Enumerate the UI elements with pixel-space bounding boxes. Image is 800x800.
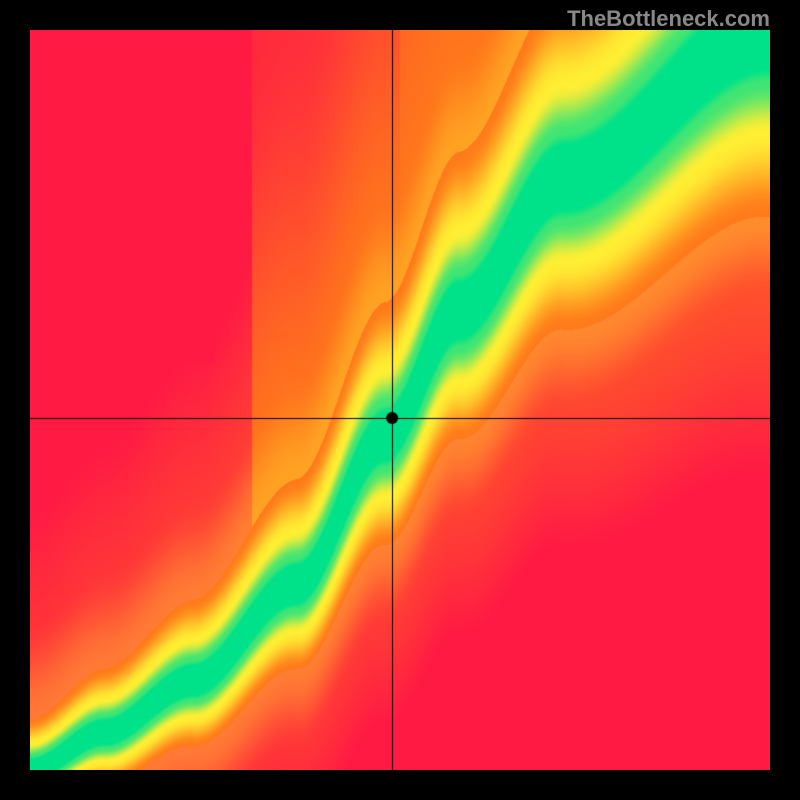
bottleneck-heatmap	[30, 30, 770, 770]
watermark-text: TheBottleneck.com	[567, 6, 770, 32]
chart-container: TheBottleneck.com	[0, 0, 800, 800]
